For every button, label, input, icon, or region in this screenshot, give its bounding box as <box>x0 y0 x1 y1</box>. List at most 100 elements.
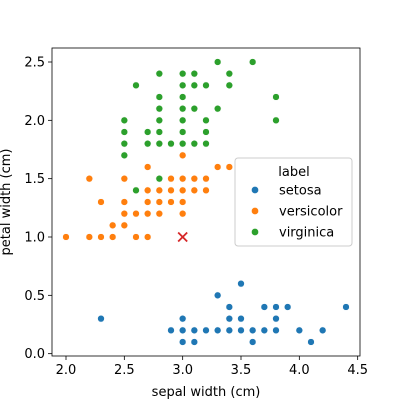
versicolor-point <box>62 233 70 241</box>
versicolor-point <box>120 175 128 183</box>
virginica-point <box>155 93 163 101</box>
legend-swatch <box>251 186 259 194</box>
virginica-point <box>155 140 163 148</box>
highlight-x-marker <box>177 231 188 243</box>
versicolor-point <box>179 198 187 206</box>
setosa-point <box>260 303 268 311</box>
y-tick-label: 2.0 <box>24 114 45 129</box>
x-axis-ticks: 2.0 2.5 3.0 3.5 4.0 4.5 <box>56 356 368 378</box>
virginica-point <box>144 140 152 148</box>
y-tick-label: 0.5 <box>24 289 45 304</box>
virginica-point <box>167 140 175 148</box>
setosa-point <box>237 280 245 288</box>
versicolor-point <box>167 186 175 194</box>
setosa-point <box>319 326 327 334</box>
virginica-point <box>155 70 163 78</box>
setosa-point <box>307 338 315 346</box>
versicolor-point <box>144 233 152 241</box>
legend-box <box>234 157 353 247</box>
legend-title: label <box>278 165 309 180</box>
versicolor-point <box>85 233 93 241</box>
x-tick-label: 4.5 <box>347 363 368 378</box>
versicolor-point <box>120 210 128 218</box>
virginica-point <box>179 81 187 89</box>
x-tick-label: 3.0 <box>172 363 193 378</box>
virginica-point <box>249 58 257 66</box>
virginica-point <box>179 105 187 113</box>
x-axis-label: sepal width (cm) <box>152 385 261 400</box>
legend-entries: setosa versicolor virginica <box>251 184 343 241</box>
virginica-point <box>202 81 210 89</box>
y-tick-label: 0.0 <box>24 347 45 362</box>
legend-label: versicolor <box>279 205 343 220</box>
x-tick-label: 2.5 <box>114 363 135 378</box>
virginica-point <box>272 93 280 101</box>
setosa-point <box>225 326 233 334</box>
versicolor-point <box>155 186 163 194</box>
setosa-point <box>202 326 210 334</box>
setosa-point <box>295 326 303 334</box>
setosa-point <box>272 326 280 334</box>
y-axis-ticks: 0.0 0.5 1.0 1.5 2.0 2.5 <box>24 56 52 362</box>
versicolor-point <box>179 151 187 159</box>
versicolor-point <box>214 163 222 171</box>
plot-frame <box>51 47 361 357</box>
virginica-point <box>202 140 210 148</box>
versicolor-point <box>144 163 152 171</box>
versicolor-point <box>97 198 105 206</box>
virginica-series <box>120 58 280 194</box>
y-tick-label: 1.0 <box>24 231 45 246</box>
setosa-point <box>284 303 292 311</box>
virginica-point <box>272 116 280 124</box>
virginica-point <box>225 70 233 78</box>
x-tick-label: 2.0 <box>56 363 77 378</box>
versicolor-point <box>179 210 187 218</box>
setosa-point <box>272 315 280 323</box>
versicolor-point <box>97 233 105 241</box>
virginica-point <box>155 128 163 136</box>
setosa-point <box>249 326 257 334</box>
legend-label: setosa <box>279 184 322 199</box>
virginica-point <box>225 81 233 89</box>
virginica-point <box>179 93 187 101</box>
legend-entry-setosa: setosa <box>251 184 322 199</box>
setosa-point <box>237 326 245 334</box>
versicolor-point <box>179 175 187 183</box>
setosa-point <box>342 303 350 311</box>
virginica-point <box>155 105 163 113</box>
versicolor-point <box>190 175 198 183</box>
versicolor-point <box>155 198 163 206</box>
virginica-point <box>132 186 140 194</box>
versicolor-point <box>202 186 210 194</box>
virginica-point <box>190 140 198 148</box>
virginica-point <box>120 140 128 148</box>
versicolor-point <box>109 233 117 241</box>
setosa-point <box>272 303 280 311</box>
setosa-point <box>225 303 233 311</box>
legend-label: virginica <box>279 226 334 241</box>
virginica-point <box>179 70 187 78</box>
versicolor-series <box>62 151 233 241</box>
setosa-point <box>97 315 105 323</box>
setosa-point <box>214 326 222 334</box>
virginica-point <box>202 128 210 136</box>
versicolor-point <box>144 210 152 218</box>
versicolor-point <box>167 198 175 206</box>
setosa-point <box>249 338 257 346</box>
y-tick-label: 1.5 <box>24 172 45 187</box>
setosa-series <box>97 280 350 346</box>
setosa-point <box>214 291 222 299</box>
setosa-point <box>190 338 198 346</box>
versicolor-point <box>132 233 140 241</box>
versicolor-point <box>155 210 163 218</box>
virginica-point <box>190 81 198 89</box>
virginica-point <box>155 175 163 183</box>
versicolor-point <box>120 221 128 229</box>
setosa-point <box>225 315 233 323</box>
highlight-marker-layer <box>177 231 188 243</box>
setosa-point <box>179 315 187 323</box>
versicolor-point <box>144 186 152 194</box>
virginica-point <box>190 70 198 78</box>
versicolor-point <box>202 175 210 183</box>
x-tick-label: 3.5 <box>231 363 252 378</box>
